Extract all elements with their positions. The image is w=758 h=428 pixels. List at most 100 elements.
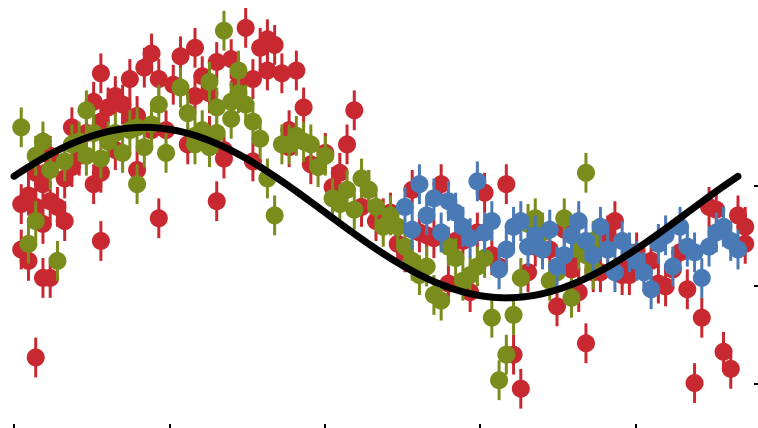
data-point-red-71	[338, 124, 357, 165]
point-marker	[700, 237, 719, 256]
point-marker	[562, 226, 581, 245]
point-marker	[417, 257, 436, 276]
point-marker	[692, 268, 711, 287]
point-marker	[294, 98, 313, 117]
data-point-blue-12	[482, 201, 501, 241]
point-marker	[200, 72, 219, 91]
point-marker	[33, 132, 52, 151]
point-marker	[598, 240, 617, 259]
data-point-blue-22	[555, 235, 574, 276]
data-point-green-56	[367, 187, 385, 227]
data-point-blue-13	[490, 249, 509, 290]
data-point-blue-0	[395, 187, 414, 227]
point-marker	[446, 203, 465, 222]
data-point-red-95	[511, 368, 530, 409]
point-marker	[265, 206, 284, 225]
point-marker	[605, 212, 624, 231]
point-marker	[91, 231, 110, 250]
point-marker	[128, 175, 147, 194]
data-point-green-42	[265, 195, 284, 236]
data-point-red-50	[207, 42, 226, 82]
data-point-red-130	[736, 206, 755, 247]
data-point-blue-20	[540, 209, 559, 250]
point-marker	[685, 374, 704, 393]
point-marker	[497, 175, 516, 194]
data-point-blue-41	[692, 258, 711, 298]
point-marker	[142, 44, 161, 63]
data-point-green-72	[482, 297, 501, 338]
point-marker	[432, 175, 451, 194]
point-marker	[591, 217, 610, 236]
data-point-green-23	[157, 133, 176, 173]
point-marker	[736, 217, 755, 236]
point-marker	[345, 101, 364, 120]
data-point-red-121	[678, 269, 697, 310]
point-marker	[576, 334, 595, 353]
data-point-blue-37	[663, 246, 682, 287]
point-marker	[497, 240, 516, 259]
data-point-blue-34	[642, 269, 661, 310]
point-marker	[258, 61, 277, 80]
data-point-red-6	[26, 337, 45, 378]
data-point-red-39	[149, 198, 168, 239]
point-marker	[410, 175, 429, 194]
point-marker	[468, 172, 487, 191]
data-point-blue-1	[403, 209, 422, 250]
point-marker	[461, 229, 480, 248]
data-point-blue-46	[729, 229, 747, 270]
data-point-red-60	[258, 50, 277, 91]
point-marker	[149, 95, 168, 114]
point-marker	[301, 135, 320, 154]
data-point-green-25	[178, 93, 197, 134]
point-marker	[272, 64, 291, 83]
data-point-green-49	[316, 135, 335, 176]
data-point-blue-16	[511, 201, 530, 241]
data-point-green-29	[200, 61, 219, 102]
point-marker	[265, 35, 284, 54]
point-marker	[345, 200, 364, 219]
data-point-green-20	[135, 127, 154, 168]
point-marker	[26, 212, 45, 231]
point-marker	[692, 308, 711, 327]
data-point-green-35	[222, 98, 241, 139]
data-point-red-14	[55, 201, 74, 241]
data-point-green-24	[171, 67, 190, 108]
data-point-red-32	[120, 59, 139, 99]
point-marker	[707, 200, 726, 219]
point-marker	[656, 277, 675, 296]
point-marker	[207, 52, 226, 71]
data-point-red-66	[294, 87, 313, 128]
point-marker	[432, 223, 451, 242]
point-marker	[432, 291, 451, 310]
point-marker	[157, 143, 176, 162]
point-marker	[576, 231, 595, 250]
data-point-red-24	[91, 53, 110, 94]
data-point-red-110	[605, 201, 624, 241]
point-marker	[251, 129, 270, 148]
point-marker	[395, 237, 414, 256]
data-point-green-67	[446, 238, 465, 278]
point-marker	[497, 345, 516, 364]
point-marker	[388, 217, 407, 236]
data-point-blue-4	[424, 178, 443, 219]
data-point-red-25	[91, 221, 110, 261]
point-marker	[548, 297, 566, 316]
point-marker	[207, 98, 226, 117]
point-marker	[663, 257, 682, 276]
data-point-red-55	[236, 8, 255, 48]
point-marker	[41, 268, 60, 287]
point-marker	[243, 112, 262, 131]
data-point-green-37	[229, 50, 248, 91]
point-marker	[77, 146, 96, 165]
point-marker	[330, 195, 349, 214]
point-marker	[48, 197, 67, 216]
point-marker	[316, 146, 335, 165]
data-point-red-93	[497, 164, 516, 205]
point-marker	[120, 70, 139, 89]
data-point-blue-24	[569, 201, 588, 241]
point-marker	[26, 348, 45, 367]
point-marker	[229, 61, 248, 80]
data-point-green-74	[497, 334, 516, 375]
point-marker	[19, 234, 38, 253]
data-point-green-10	[77, 135, 96, 176]
